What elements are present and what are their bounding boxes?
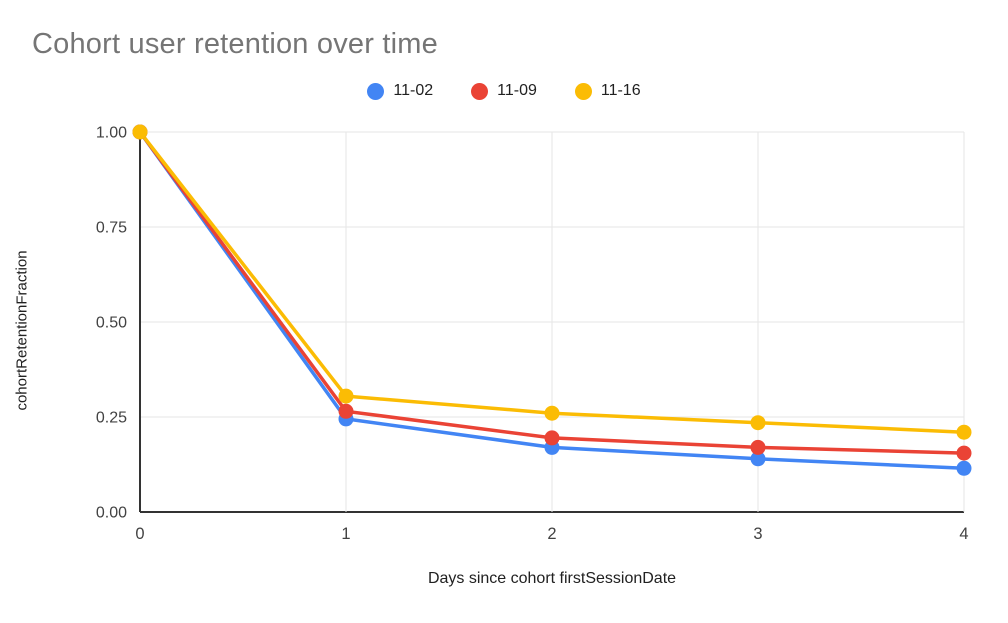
y-tick-label: 0.00 [96,505,127,522]
legend-item-11-09[interactable]: 11-09 [471,82,537,100]
y-tick-label: 1.00 [96,125,127,142]
y-tick-label: 0.50 [96,315,127,332]
data-point-11-02 [956,460,972,476]
x-tick-label: 2 [547,525,556,543]
chart-legend: 11-02 11-09 11-16 [0,82,1008,100]
data-point-11-16 [956,424,972,440]
legend-item-11-16[interactable]: 11-16 [574,82,641,100]
x-tick-label: 4 [959,525,968,543]
legend-label: 11-02 [393,82,434,99]
data-point-11-09 [750,439,766,455]
x-axis-label: Days since cohort firstSessionDate [427,570,677,587]
chart-title: Cohort user retention over time [32,28,438,60]
y-tick-label: 0.75 [96,220,127,237]
legend-label: 11-16 [600,82,641,99]
data-point-11-09 [956,445,972,461]
data-point-11-09 [338,403,354,419]
data-point-11-16 [132,124,148,140]
x-tick-label: 1 [341,525,350,543]
legend-dot-icon [367,82,385,100]
legend-label: 11-09 [497,82,537,99]
y-tick-label: 0.25 [96,410,127,427]
legend-item-11-02[interactable]: 11-02 [367,82,433,100]
legend-dot-icon [574,82,592,100]
y-axis-label: cohortRetentionFraction [13,250,31,411]
data-point-11-09 [544,430,560,446]
data-point-11-16 [750,415,766,431]
legend-dot-icon [471,82,489,100]
x-tick-label: 0 [135,525,144,543]
data-point-11-16 [544,405,560,421]
data-point-11-02 [750,451,766,467]
data-point-11-16 [338,388,354,404]
x-tick-label: 3 [753,525,762,543]
